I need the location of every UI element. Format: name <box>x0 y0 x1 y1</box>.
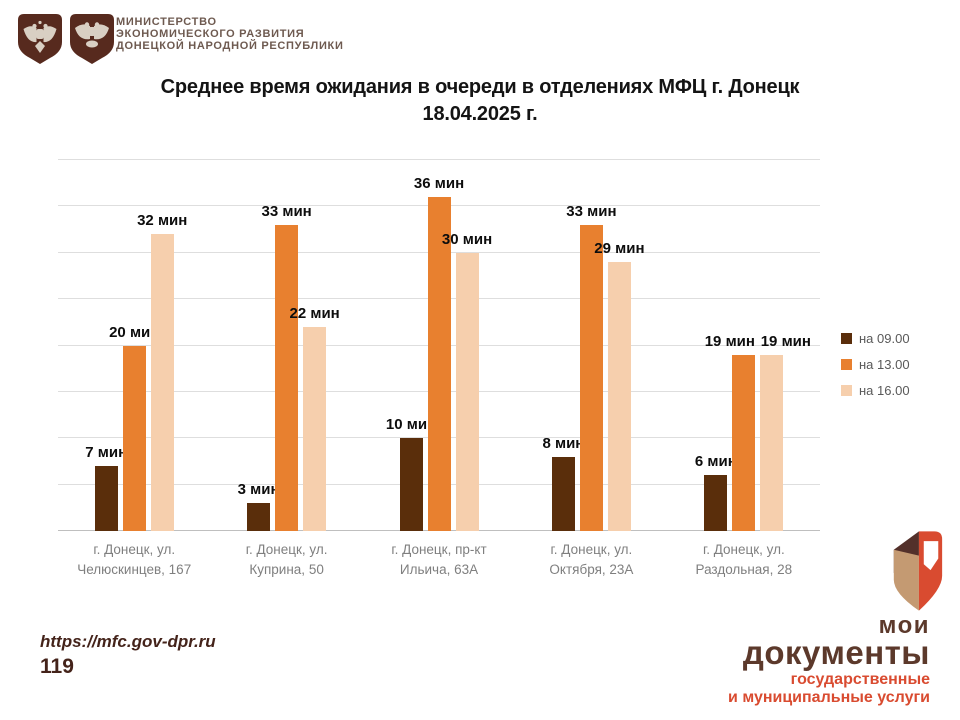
legend-item: на 13.00 <box>841 357 910 372</box>
bar-на 09.00 <box>551 456 575 531</box>
category-label: г. Донецк, ул. Раздольная, 28 <box>668 540 820 580</box>
bar-value-label: 8 мин <box>542 434 585 452</box>
legend-swatch-icon <box>841 359 852 370</box>
legend: на 09.00 на 13.00 на 16.00 <box>841 331 910 409</box>
bar-на 13.00 <box>122 345 146 531</box>
dnr-emblem-icon <box>70 14 114 64</box>
bar-на 16.00 <box>303 326 327 531</box>
coat-of-arms-icon <box>18 14 62 64</box>
bar-group: 8 мин 33 мин 29 мин <box>515 160 667 531</box>
ministry-name-line: ДОНЕЦКОЙ НАРОДНОЙ РЕСПУБЛИКИ <box>116 39 344 52</box>
bar-на 09.00 <box>399 438 423 531</box>
bar-value-label: 29 мин <box>594 240 645 258</box>
bar-value-label: 6 мин <box>694 453 737 471</box>
category-label: г. Донецк, ул. Куприна, 50 <box>210 540 362 580</box>
legend-label: на 13.00 <box>859 357 910 372</box>
category-label: г. Донецк, пр-кт Ильича, 63А <box>363 540 515 580</box>
bar-value-label: 36 мин <box>413 175 465 193</box>
category-label: г. Донецк, ул. Челюскинцев, 167 <box>58 540 210 580</box>
category-label: г. Донецк, ул. Октября, 23А <box>515 540 667 580</box>
category-label-line: г. Донецк, ул. <box>245 542 328 557</box>
hotline-number: 119 <box>40 655 74 678</box>
bar-на 13.00 <box>427 197 451 531</box>
bar-на 16.00 <box>607 262 631 531</box>
chart-title-date: 18.04.2025 г. <box>422 103 538 125</box>
bar-slot: 32 мин <box>137 212 187 531</box>
category-label-line: Куприна, 50 <box>249 562 324 577</box>
bar-на 13.00 <box>579 224 603 531</box>
legend-item: на 09.00 <box>841 331 910 346</box>
bar-slot: 29 мин <box>594 240 645 531</box>
ministry-name-line: МИНИСТЕРСТВО <box>116 16 217 28</box>
bar-group: 3 мин 33 мин 22 мин <box>210 160 362 531</box>
bar-value-label: 19 мин <box>760 332 811 350</box>
brand-name-top: мои <box>878 612 930 639</box>
bar-value-label: 3 мин <box>237 481 280 499</box>
plot-area: 7 мин 20 мин 32 мин 3 мин 33 мин 22 мин 10 мин… <box>58 159 820 531</box>
bar-slot: 33 мин <box>566 203 617 531</box>
bar-slot: 6 мин <box>695 453 737 531</box>
chart-title-line1: Среднее время ожидания в очереди в отдел… <box>160 76 800 98</box>
bar-slot: 20 мин <box>109 324 159 531</box>
bar-value-label: 30 мин <box>441 230 493 248</box>
bar-groups: 7 мин 20 мин 32 мин 3 мин 33 мин 22 мин 10 мин… <box>58 160 820 531</box>
ministry-name: МИНИСТЕРСТВО ЭКОНОМИЧЕСКОГО РАЗВИТИЯ ДОН… <box>116 16 344 52</box>
bar-slot: 19 мин <box>760 333 811 531</box>
site-url: https://mfc.gov-dpr.ru <box>40 632 216 651</box>
category-label-line: г. Донецк, ул. <box>93 542 176 557</box>
brand-subtitle-line2: и муниципальные услуги <box>728 689 930 706</box>
legend-swatch-icon <box>841 385 852 396</box>
bar-на 16.00 <box>455 252 479 531</box>
brand-subtitle-line1: государственные <box>790 671 930 688</box>
bar-group: 10 мин 36 мин 30 мин <box>363 160 515 531</box>
category-label-line: Октября, 23А <box>549 562 634 577</box>
bar-group: 7 мин 20 мин 32 мин <box>58 160 210 531</box>
bar-value-label: 20 мин <box>109 323 160 341</box>
bar-slot: 8 мин <box>542 435 584 531</box>
category-label-line: г. Донецк, пр-кт <box>391 542 487 557</box>
moi-dokumenty-logo-icon <box>893 531 943 611</box>
bar-slot: 33 мин <box>261 203 312 531</box>
category-axis: г. Донецк, ул. Челюскинцев, 167 г. Донецк,… <box>58 540 820 580</box>
bar-value-label: 33 мин <box>566 202 617 220</box>
ministry-name-line: ЭКОНОМИЧЕСКОГО РАЗВИТИЯ <box>116 27 305 40</box>
bar-на 16.00 <box>150 234 174 531</box>
legend-item: на 16.00 <box>841 383 910 398</box>
bar-slot: 10 мин <box>386 416 436 531</box>
category-label-line: Челюскинцев, 167 <box>77 562 192 577</box>
bar-на 09.00 <box>704 475 728 531</box>
bar-на 09.00 <box>94 466 118 531</box>
brand-name-bottom: документы <box>742 634 930 671</box>
bar-group: 6 мин 19 мин 19 мин <box>668 160 820 531</box>
legend-label: на 16.00 <box>859 383 910 398</box>
chart-title: Среднее время ожидания в очереди в отдел… <box>0 74 960 128</box>
legend-label: на 09.00 <box>859 331 910 346</box>
bar-на 13.00 <box>275 224 299 531</box>
footer-contacts: https://mfc.gov-dpr.ru 119 <box>40 632 216 679</box>
gridline <box>58 159 820 160</box>
bar-slot: 22 мин <box>289 305 340 531</box>
bar-на 09.00 <box>247 503 271 531</box>
brand-text: мои документы государственные и муниципа… <box>728 614 930 707</box>
bar-slot: 19 мин <box>705 333 756 531</box>
bar-value-label: 10 мин <box>385 416 437 434</box>
category-label-line: г. Донецк, ул. <box>702 542 785 557</box>
bar-value-label: 33 мин <box>261 202 312 220</box>
bar-value-label: 7 мин <box>85 444 128 462</box>
bar-value-label: 19 мин <box>704 332 755 350</box>
legend-swatch-icon <box>841 333 852 344</box>
bar-slot: 3 мин <box>238 481 280 531</box>
brand-subtitle: государственные и муниципальные услуги <box>728 671 930 707</box>
bar-value-label: 22 мин <box>289 304 340 322</box>
category-label-line: Раздольная, 28 <box>695 562 793 577</box>
category-label-line: г. Донецк, ул. <box>550 542 633 557</box>
category-label-line: Ильича, 63А <box>399 562 479 577</box>
bar-slot: 36 мин <box>414 175 464 531</box>
bar-на 16.00 <box>760 354 784 531</box>
bar-slot: 30 мин <box>442 231 492 531</box>
bar-value-label: 32 мин <box>137 212 188 230</box>
bar-на 13.00 <box>732 354 756 531</box>
bar-slot: 7 мин <box>85 444 127 531</box>
